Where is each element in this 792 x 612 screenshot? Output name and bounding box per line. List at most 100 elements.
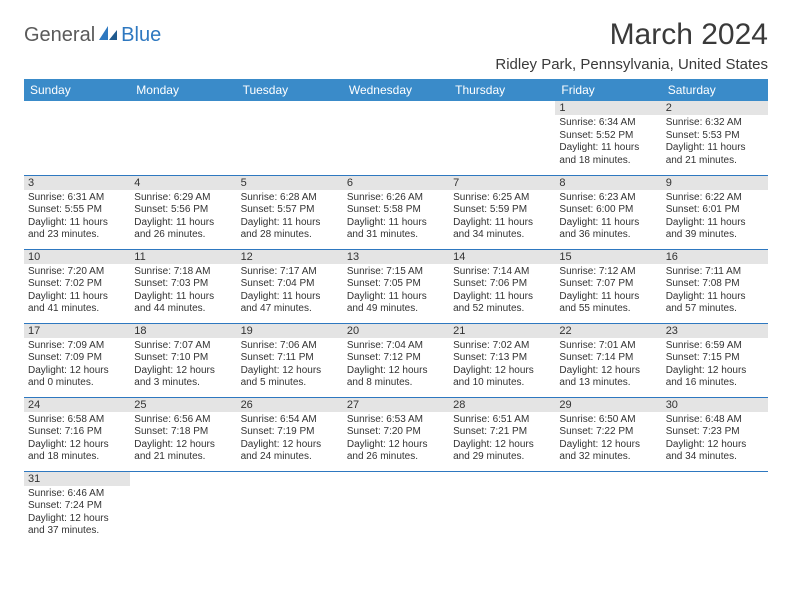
day-detail-line: and 10 minutes. — [453, 377, 551, 390]
day-number: 17 — [24, 324, 130, 338]
day-detail-line: Sunset: 7:20 PM — [347, 426, 445, 439]
calendar-day-cell — [343, 471, 449, 545]
day-details: Sunrise: 7:09 AMSunset: 7:09 PMDaylight:… — [24, 338, 130, 392]
day-detail-line: and 21 minutes. — [134, 451, 232, 464]
day-detail-line: Sunrise: 6:29 AM — [134, 192, 232, 205]
day-detail-line: and 49 minutes. — [347, 303, 445, 316]
day-detail-line: Daylight: 11 hours — [559, 217, 657, 230]
day-number: 1 — [555, 101, 661, 115]
day-detail-line: Sunset: 7:13 PM — [453, 352, 551, 365]
day-details: Sunrise: 7:02 AMSunset: 7:13 PMDaylight:… — [449, 338, 555, 392]
day-detail-line: Sunrise: 7:09 AM — [28, 340, 126, 353]
day-detail-line: Daylight: 11 hours — [453, 217, 551, 230]
calendar-day-cell: 17Sunrise: 7:09 AMSunset: 7:09 PMDayligh… — [24, 323, 130, 397]
day-detail-line: Daylight: 11 hours — [241, 291, 339, 304]
day-number: 27 — [343, 398, 449, 412]
day-detail-line: Daylight: 12 hours — [453, 365, 551, 378]
day-detail-line: Sunrise: 6:54 AM — [241, 414, 339, 427]
calendar-day-cell: 16Sunrise: 7:11 AMSunset: 7:08 PMDayligh… — [662, 249, 768, 323]
calendar-day-cell: 24Sunrise: 6:58 AMSunset: 7:16 PMDayligh… — [24, 397, 130, 471]
day-detail-line: Sunset: 7:23 PM — [666, 426, 764, 439]
calendar-day-cell — [130, 471, 236, 545]
calendar-day-cell: 15Sunrise: 7:12 AMSunset: 7:07 PMDayligh… — [555, 249, 661, 323]
day-detail-line: Daylight: 12 hours — [241, 365, 339, 378]
day-detail-line: Sunrise: 6:50 AM — [559, 414, 657, 427]
day-detail-line: Sunrise: 6:25 AM — [453, 192, 551, 205]
calendar-day-cell: 29Sunrise: 6:50 AMSunset: 7:22 PMDayligh… — [555, 397, 661, 471]
calendar-table: SundayMondayTuesdayWednesdayThursdayFrid… — [24, 79, 768, 545]
day-detail-line: and 13 minutes. — [559, 377, 657, 390]
calendar-day-cell — [555, 471, 661, 545]
day-detail-line: Daylight: 11 hours — [28, 217, 126, 230]
day-detail-line: and 47 minutes. — [241, 303, 339, 316]
day-number-empty — [449, 101, 555, 115]
day-detail-line: Sunset: 7:08 PM — [666, 278, 764, 291]
day-detail-line: Sunrise: 7:04 AM — [347, 340, 445, 353]
day-detail-line: Sunrise: 7:18 AM — [134, 266, 232, 279]
day-detail-line: Daylight: 12 hours — [347, 439, 445, 452]
day-detail-line: Sunset: 5:56 PM — [134, 204, 232, 217]
day-detail-line: Daylight: 11 hours — [666, 217, 764, 230]
day-detail-line: and 3 minutes. — [134, 377, 232, 390]
day-detail-line: Sunrise: 6:46 AM — [28, 488, 126, 501]
day-number: 14 — [449, 250, 555, 264]
calendar-day-cell: 14Sunrise: 7:14 AMSunset: 7:06 PMDayligh… — [449, 249, 555, 323]
day-detail-line: Sunset: 5:59 PM — [453, 204, 551, 217]
day-details: Sunrise: 7:17 AMSunset: 7:04 PMDaylight:… — [237, 264, 343, 318]
day-details: Sunrise: 7:04 AMSunset: 7:12 PMDaylight:… — [343, 338, 449, 392]
day-detail-line: Sunrise: 6:31 AM — [28, 192, 126, 205]
day-number: 18 — [130, 324, 236, 338]
day-detail-line: Sunset: 7:11 PM — [241, 352, 339, 365]
day-detail-line: Daylight: 11 hours — [559, 142, 657, 155]
day-detail-line: and 52 minutes. — [453, 303, 551, 316]
day-detail-line: Daylight: 11 hours — [453, 291, 551, 304]
day-detail-line: Daylight: 12 hours — [134, 439, 232, 452]
day-detail-line: Sunset: 7:07 PM — [559, 278, 657, 291]
day-detail-line: Sunrise: 7:02 AM — [453, 340, 551, 353]
day-number: 28 — [449, 398, 555, 412]
day-detail-line: and 18 minutes. — [28, 451, 126, 464]
calendar-week-row: 17Sunrise: 7:09 AMSunset: 7:09 PMDayligh… — [24, 323, 768, 397]
day-detail-line: and 31 minutes. — [347, 229, 445, 242]
day-details: Sunrise: 6:29 AMSunset: 5:56 PMDaylight:… — [130, 190, 236, 244]
day-detail-line: and 44 minutes. — [134, 303, 232, 316]
day-detail-line: and 34 minutes. — [666, 451, 764, 464]
day-detail-line: Daylight: 12 hours — [347, 365, 445, 378]
day-number: 25 — [130, 398, 236, 412]
calendar-day-cell: 30Sunrise: 6:48 AMSunset: 7:23 PMDayligh… — [662, 397, 768, 471]
day-detail-line: Sunset: 7:03 PM — [134, 278, 232, 291]
day-detail-line: Daylight: 12 hours — [559, 365, 657, 378]
month-title: March 2024 — [495, 18, 768, 52]
day-detail-line: Sunrise: 7:14 AM — [453, 266, 551, 279]
calendar-day-cell: 13Sunrise: 7:15 AMSunset: 7:05 PMDayligh… — [343, 249, 449, 323]
day-detail-line: Daylight: 12 hours — [241, 439, 339, 452]
calendar-day-cell: 5Sunrise: 6:28 AMSunset: 5:57 PMDaylight… — [237, 175, 343, 249]
day-detail-line: Sunset: 7:02 PM — [28, 278, 126, 291]
day-details: Sunrise: 6:56 AMSunset: 7:18 PMDaylight:… — [130, 412, 236, 466]
day-detail-line: Sunset: 7:18 PM — [134, 426, 232, 439]
day-number: 12 — [237, 250, 343, 264]
day-number: 22 — [555, 324, 661, 338]
day-detail-line: Daylight: 12 hours — [453, 439, 551, 452]
day-number-empty — [662, 472, 768, 486]
dow-header: Tuesday — [237, 79, 343, 101]
day-detail-line: Daylight: 12 hours — [666, 439, 764, 452]
dow-header: Sunday — [24, 79, 130, 101]
day-detail-line: and 24 minutes. — [241, 451, 339, 464]
day-number: 11 — [130, 250, 236, 264]
day-number: 20 — [343, 324, 449, 338]
day-detail-line: and 0 minutes. — [28, 377, 126, 390]
day-detail-line: Daylight: 11 hours — [559, 291, 657, 304]
day-number: 13 — [343, 250, 449, 264]
day-details: Sunrise: 7:06 AMSunset: 7:11 PMDaylight:… — [237, 338, 343, 392]
calendar-day-cell: 26Sunrise: 6:54 AMSunset: 7:19 PMDayligh… — [237, 397, 343, 471]
day-detail-line: Sunset: 7:04 PM — [241, 278, 339, 291]
day-number: 7 — [449, 176, 555, 190]
day-number-empty — [555, 472, 661, 486]
day-number: 6 — [343, 176, 449, 190]
day-detail-line: Sunset: 5:52 PM — [559, 130, 657, 143]
day-number: 26 — [237, 398, 343, 412]
day-detail-line: Sunset: 7:15 PM — [666, 352, 764, 365]
day-details: Sunrise: 6:28 AMSunset: 5:57 PMDaylight:… — [237, 190, 343, 244]
day-detail-line: Sunrise: 6:59 AM — [666, 340, 764, 353]
